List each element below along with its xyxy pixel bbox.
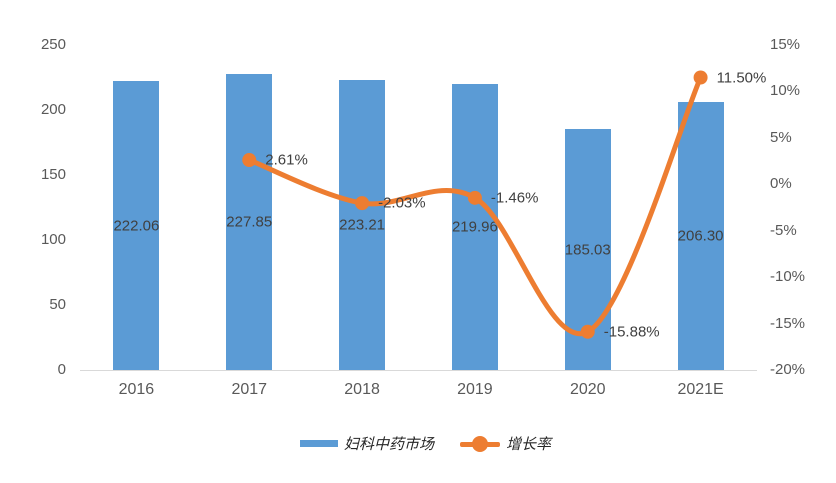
line-point-label: -2.03% (378, 194, 426, 212)
line-point-marker (693, 70, 708, 85)
line-point-marker (355, 196, 370, 211)
line-point-marker (580, 324, 595, 339)
legend: 妇科中药市场 增长率 (300, 433, 551, 454)
y-axis-right-tick-label: -10% (770, 268, 806, 286)
line-point-marker (242, 153, 257, 168)
y-axis-left-tick-label: 0 (57, 361, 66, 378)
bar (677, 101, 724, 370)
x-axis-category-label: 2018 (344, 381, 380, 398)
y-axis-right-tick-label: 5% (770, 128, 792, 146)
bar-series-swatch (300, 440, 338, 447)
line-point-label: 2.61% (265, 151, 308, 169)
bar-value-label: 227.85 (226, 213, 273, 231)
bar-value-label: 222.06 (113, 217, 160, 235)
x-axis-category-label: 2019 (457, 381, 493, 398)
y-axis-right-tick-label: 10% (770, 82, 801, 100)
bar-value-label: 219.96 (451, 218, 498, 236)
y-axis-left-tick-label: 250 (40, 36, 66, 53)
line-series-swatch (460, 435, 501, 452)
y-axis-left-tick-label: 100 (40, 231, 66, 248)
line-point-label: 11.50% (716, 69, 767, 86)
bar (226, 73, 273, 370)
y-axis-left-tick-label: 150 (40, 166, 66, 183)
y-axis-right-tick-label: 15% (770, 36, 801, 53)
legend-label-growth: 增长率 (506, 437, 552, 453)
growth-line-path (246, 75, 704, 337)
line-point-label: -1.46% (490, 189, 539, 207)
legend-item-market: 妇科中药市场 (300, 433, 434, 454)
growth-rate-line (242, 70, 708, 339)
x-axis-category-label: 2021E (677, 381, 724, 398)
y-axis-right-tick-label: -20% (770, 361, 806, 378)
x-axis-line (80, 370, 757, 371)
x-axis-category-label: 2017 (231, 381, 268, 398)
line-swatch-dot-icon (472, 435, 489, 452)
bar (339, 79, 386, 370)
bar (451, 84, 498, 370)
y-axis-right-tick-label: -15% (770, 314, 806, 332)
line-point-marker (467, 190, 482, 205)
bar-value-label: 185.03 (564, 241, 611, 259)
y-axis-left-tick-label: 50 (49, 296, 66, 313)
legend-item-growth: 增长率 (460, 433, 551, 454)
bar-value-label: 206.30 (677, 227, 724, 245)
legend-label-market: 妇科中药市场 (344, 437, 435, 453)
plot-area: 0 50 100 150 200 250 -20% -15% -10% -5% 0% 5% 10% 15%… (40, 36, 806, 398)
bar-value-label: 223.21 (339, 216, 386, 234)
bar (113, 81, 160, 370)
y-axis-left-tick-label: 200 (40, 101, 66, 118)
x-axis-category-label: 2020 (569, 381, 606, 398)
line-point-label: -15.88% (603, 323, 660, 341)
y-axis-right-tick-label: -5% (770, 221, 797, 239)
y-axis-right-tick-label: 0% (770, 175, 792, 193)
x-axis-category-label: 2016 (118, 381, 155, 398)
